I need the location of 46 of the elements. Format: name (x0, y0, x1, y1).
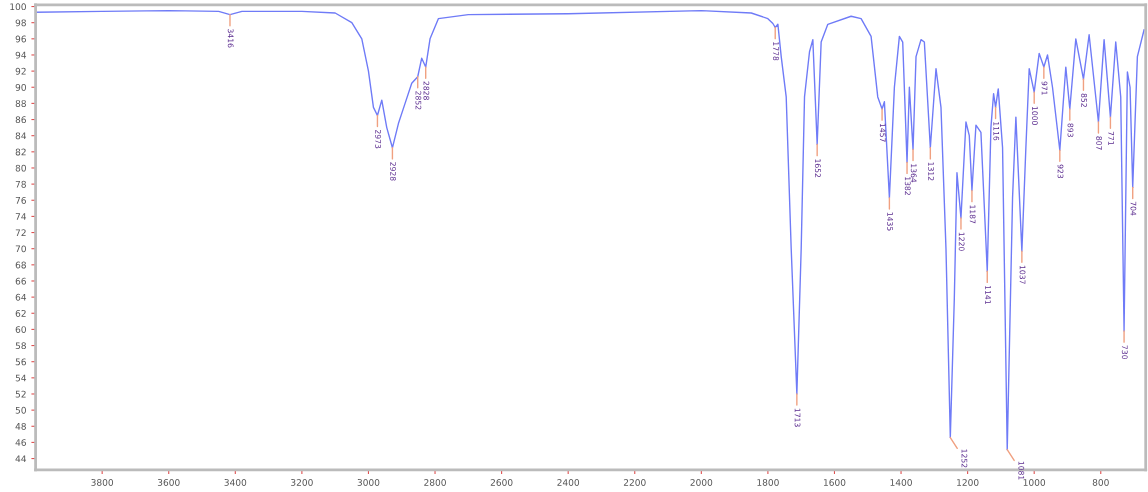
x-tick-label: 3400 (224, 479, 247, 486)
y-tick-label: 78 (15, 180, 26, 188)
y-tick-label: 74 (15, 213, 27, 220)
x-tick-label: 1000 (1023, 479, 1046, 486)
y-tick-label: 86 (15, 116, 26, 124)
x-tick-label: 2200 (623, 479, 646, 486)
y-tick-label: 80 (15, 164, 26, 172)
y-tick-label: 88 (15, 100, 26, 107)
y-tick-label: 90 (15, 83, 26, 91)
y-tick-label: 48 (15, 423, 26, 430)
x-tick-label: 3800 (91, 479, 114, 486)
y-tick-label: 68 (15, 261, 26, 269)
y-tick-label: 54 (15, 374, 27, 382)
y-tick-label: 64 (15, 293, 27, 301)
x-tick-label: 1800 (757, 479, 779, 486)
x-tick-label: 3600 (157, 479, 180, 486)
line-series (35, 9, 1145, 451)
x-tick-label: 800 (1092, 479, 1109, 486)
y-tick-label: 44 (15, 455, 27, 462)
y-tick-label: 50 (15, 406, 26, 414)
y-tick-label: 72 (15, 229, 26, 236)
y-tick-label: 66 (15, 277, 26, 285)
x-tick-label: 2400 (557, 479, 580, 486)
y-tick-label: 96 (15, 35, 26, 43)
x-tick-label: 2000 (690, 479, 713, 486)
y-tick-label: 94 (15, 51, 27, 59)
y-tick-label: 76 (15, 196, 26, 204)
y-tick-label: 56 (15, 358, 26, 366)
y-tick-label: 60 (15, 326, 26, 333)
x-tick-label: 1600 (823, 479, 846, 486)
x-tick-label: 3200 (291, 479, 313, 486)
y-tick-label: 92 (15, 67, 26, 75)
x-tick-label: 2600 (490, 479, 513, 486)
y-tick-label: 82 (15, 148, 26, 156)
x-tick-label: 2800 (424, 479, 446, 486)
y-tick-label: 98 (15, 19, 26, 27)
y-tick-label: 52 (15, 390, 26, 398)
y-tick-label: 100 (10, 3, 26, 11)
y-tick-label: 70 (15, 245, 26, 253)
y-tick-label: 58 (15, 342, 26, 350)
y-tick-label: 62 (15, 310, 26, 317)
y-tick-label: 84 (15, 132, 27, 140)
y-tick-label: 46 (15, 439, 26, 446)
x-tick-label: 1400 (890, 479, 912, 486)
x-tick-label: 3000 (357, 479, 380, 486)
x-tick-label: 1200 (957, 479, 979, 486)
